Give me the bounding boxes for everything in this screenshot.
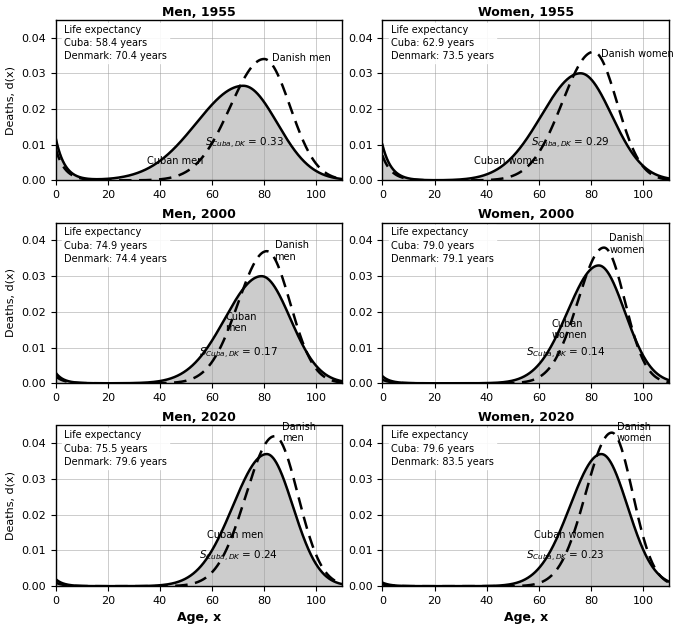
Text: $S_{Cuba,DK}$ = 0.17: $S_{Cuba,DK}$ = 0.17 — [199, 346, 278, 361]
Text: $S_{Cuba,DK}$ = 0.14: $S_{Cuba,DK}$ = 0.14 — [526, 346, 605, 361]
Text: Danish women: Danish women — [602, 49, 674, 59]
Text: Cuban
women: Cuban women — [552, 319, 587, 340]
Title: Women, 2000: Women, 2000 — [477, 209, 574, 221]
Text: Life expectancy
Cuba: 58.4 years
Denmark: 70.4 years: Life expectancy Cuba: 58.4 years Denmark… — [64, 25, 167, 61]
Text: Cuban men: Cuban men — [147, 156, 203, 166]
Text: $S_{Cuba,DK}$ = 0.29: $S_{Cuba,DK}$ = 0.29 — [531, 136, 610, 151]
Text: Danish
men: Danish men — [282, 421, 317, 444]
Text: Danish
women: Danish women — [617, 421, 653, 444]
Y-axis label: Deaths, d(x): Deaths, d(x) — [6, 471, 16, 541]
Title: Women, 1955: Women, 1955 — [477, 6, 574, 18]
Text: $S_{Cuba,DK}$ = 0.23: $S_{Cuba,DK}$ = 0.23 — [526, 549, 604, 564]
Text: Cuban women: Cuban women — [473, 156, 544, 166]
Text: Danish
men: Danish men — [275, 240, 308, 262]
Text: Life expectancy
Cuba: 75.5 years
Denmark: 79.6 years: Life expectancy Cuba: 75.5 years Denmark… — [64, 430, 167, 467]
Text: Life expectancy
Cuba: 79.0 years
Denmark: 79.1 years: Life expectancy Cuba: 79.0 years Denmark… — [391, 227, 494, 264]
Title: Women, 2020: Women, 2020 — [477, 411, 574, 425]
Text: Cuban
men: Cuban men — [225, 312, 257, 333]
Title: Men, 1955: Men, 1955 — [162, 6, 236, 18]
Y-axis label: Deaths, d(x): Deaths, d(x) — [6, 66, 16, 135]
Text: Danish
women: Danish women — [609, 233, 645, 255]
Text: Life expectancy
Cuba: 74.9 years
Denmark: 74.4 years: Life expectancy Cuba: 74.9 years Denmark… — [64, 227, 167, 264]
Text: Cuban men: Cuban men — [207, 530, 263, 540]
Title: Men, 2020: Men, 2020 — [162, 411, 236, 425]
Y-axis label: Deaths, d(x): Deaths, d(x) — [6, 268, 16, 338]
Text: Danish men: Danish men — [272, 52, 331, 62]
Title: Men, 2000: Men, 2000 — [162, 209, 236, 221]
Text: $S_{Cuba,DK}$ = 0.33: $S_{Cuba,DK}$ = 0.33 — [205, 136, 284, 151]
X-axis label: Age, x: Age, x — [177, 612, 221, 624]
Text: Life expectancy
Cuba: 79.6 years
Denmark: 83.5 years: Life expectancy Cuba: 79.6 years Denmark… — [391, 430, 494, 467]
X-axis label: Age, x: Age, x — [504, 612, 548, 624]
Text: Cuban women: Cuban women — [533, 530, 604, 540]
Text: Life expectancy
Cuba: 62.9 years
Denmark: 73.5 years: Life expectancy Cuba: 62.9 years Denmark… — [391, 25, 494, 61]
Text: $S_{Cuba,DK}$ = 0.24: $S_{Cuba,DK}$ = 0.24 — [199, 549, 278, 564]
